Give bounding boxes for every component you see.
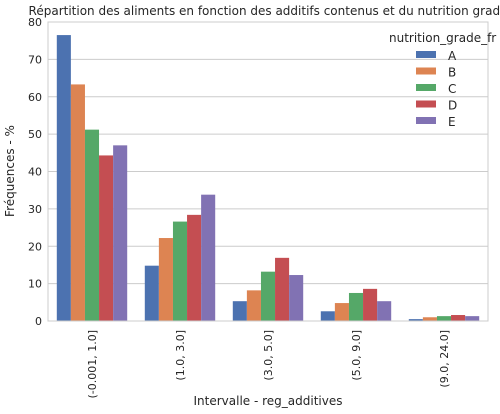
- bar-A-1: [144, 265, 159, 321]
- bar-B-0: [70, 84, 85, 321]
- y-tick-label: 50: [28, 128, 42, 141]
- bar-B-4: [422, 317, 437, 321]
- bar-D-4: [451, 315, 466, 321]
- bar-A-3: [320, 311, 335, 321]
- x-tick-label: (9.0, 24.0]: [438, 330, 451, 388]
- legend-label-A: A: [448, 49, 457, 63]
- y-tick-label: 80: [28, 16, 42, 29]
- bar-A-0: [56, 35, 71, 322]
- bar-E-4: [465, 316, 480, 321]
- bar-C-3: [348, 292, 364, 321]
- bars: [56, 35, 480, 322]
- bar-C-0: [84, 129, 100, 321]
- bar-B-1: [158, 238, 173, 321]
- x-tick-label: (5.0, 9.0]: [350, 330, 363, 381]
- y-tick-label: 30: [28, 203, 42, 216]
- bar-E-2: [289, 275, 304, 321]
- x-tick-labels: (-0.001, 1.0] (1.0, 3.0] (3.0, 5.0] (5.0, 9…: [86, 330, 451, 399]
- axes: [47, 21, 489, 322]
- x-tick-label: (-0.001, 1.0]: [86, 330, 99, 399]
- legend-label-E: E: [448, 115, 456, 129]
- chart-title: Répartition des aliments en fonction des…: [29, 4, 500, 18]
- bar-D-0: [99, 155, 114, 321]
- bar-A-4: [408, 319, 423, 321]
- bar-A-2: [232, 301, 247, 321]
- legend-swatch-D: [416, 100, 436, 108]
- y-axis-label: Fréquences - %: [3, 125, 17, 217]
- legend-swatch-C: [416, 84, 436, 91]
- legend-label-D: D: [448, 99, 457, 113]
- y-tick-label: 40: [28, 166, 42, 179]
- plot-frame: [47, 21, 489, 322]
- y-tick-label: 0: [35, 315, 42, 328]
- bar-E-3: [377, 301, 392, 321]
- bar-D-2: [275, 257, 290, 321]
- bar-C-4: [436, 316, 452, 321]
- y-tick-labels: 0 10 20 30 40 50 60 70 80: [28, 16, 42, 328]
- bar-D-3: [363, 288, 378, 321]
- bar-B-2: [246, 290, 261, 321]
- legend-swatch-A: [416, 51, 436, 58]
- y-tick-label: 10: [28, 278, 42, 291]
- bar-C-2: [260, 271, 276, 321]
- x-tick-label: (1.0, 3.0]: [174, 330, 187, 381]
- legend-swatch-E: [416, 117, 436, 124]
- bar-D-1: [187, 214, 202, 321]
- legend-swatch-B: [416, 67, 436, 75]
- legend-label-C: C: [448, 82, 456, 96]
- x-tick-label: (3.0, 5.0]: [262, 330, 275, 381]
- bar-C-1: [172, 221, 188, 321]
- legend-label-B: B: [448, 66, 456, 80]
- x-axis-label: Intervalle - reg_additives: [194, 394, 343, 408]
- legend-title: nutrition_grade_fr: [389, 31, 496, 45]
- bar-E-1: [201, 194, 216, 321]
- y-tick-label: 70: [28, 53, 42, 66]
- bar-B-3: [334, 303, 349, 321]
- y-tick-label: 60: [28, 91, 42, 104]
- bar-E-0: [113, 145, 128, 321]
- y-tick-label: 20: [28, 240, 42, 253]
